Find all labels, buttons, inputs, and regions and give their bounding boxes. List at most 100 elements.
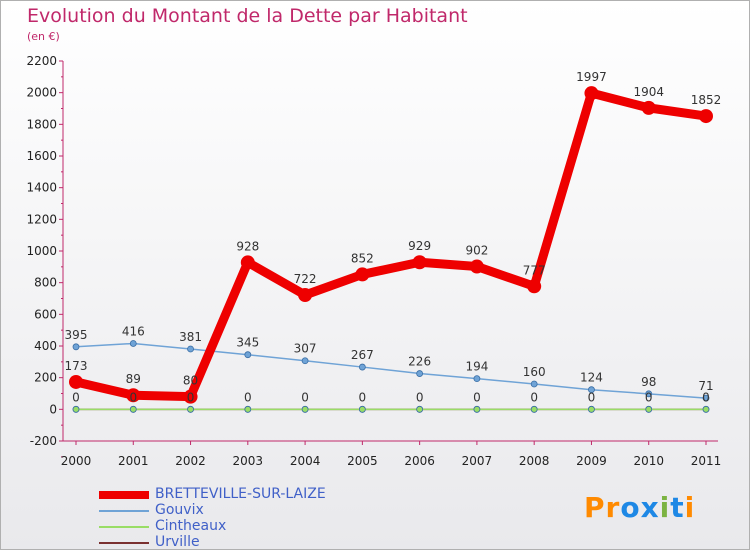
data-point bbox=[645, 405, 653, 413]
x-tick-label: 2002 bbox=[175, 454, 206, 468]
x-tick-label: 2006 bbox=[404, 454, 435, 468]
x-tick-label: 2008 bbox=[519, 454, 550, 468]
x-tick-label: 2003 bbox=[233, 454, 264, 468]
data-label: 345 bbox=[236, 336, 259, 350]
data-point bbox=[187, 345, 194, 353]
data-point bbox=[530, 405, 538, 413]
data-point bbox=[126, 388, 141, 403]
data-label: 1852 bbox=[691, 93, 722, 107]
y-tick-label: 1200 bbox=[26, 212, 57, 226]
data-label: 0 bbox=[301, 390, 309, 404]
y-tick-label: 600 bbox=[34, 307, 57, 321]
data-label: 89 bbox=[126, 372, 141, 386]
logo-letter: x bbox=[640, 491, 660, 524]
data-point bbox=[645, 390, 653, 398]
series-line-gouvix bbox=[75, 342, 707, 399]
data-label: 852 bbox=[351, 251, 374, 265]
data-point bbox=[702, 405, 710, 413]
data-point bbox=[469, 259, 484, 274]
data-point bbox=[641, 100, 656, 115]
data-label: 777 bbox=[523, 263, 546, 277]
data-label: 0 bbox=[359, 390, 367, 404]
legend-label: BRETTEVILLE-SUR-LAIZE bbox=[155, 486, 326, 502]
data-point bbox=[530, 380, 538, 388]
chart-subtitle: (en €) bbox=[27, 30, 60, 43]
data-point bbox=[183, 389, 198, 404]
data-point bbox=[129, 340, 137, 347]
y-tick-label: -200 bbox=[30, 434, 57, 448]
data-point bbox=[699, 109, 713, 124]
data-label: 0 bbox=[530, 390, 538, 404]
data-point bbox=[527, 279, 542, 294]
series-line-bretteville-sur-laize bbox=[71, 88, 711, 402]
data-label: 0 bbox=[72, 390, 80, 404]
logo-letter: o bbox=[620, 491, 641, 524]
data-label: 98 bbox=[641, 375, 656, 389]
y-tick-label: 1400 bbox=[26, 181, 57, 195]
data-label: 1997 bbox=[576, 70, 607, 84]
data-point bbox=[72, 343, 80, 351]
data-point bbox=[473, 405, 481, 413]
data-point bbox=[72, 405, 80, 413]
x-tick-label: 2010 bbox=[633, 454, 664, 468]
y-tick-label: 2200 bbox=[26, 54, 57, 68]
x-tick-label: 2005 bbox=[347, 454, 378, 468]
y-tick-label: 400 bbox=[34, 339, 57, 353]
data-point bbox=[702, 394, 710, 402]
data-label: 226 bbox=[408, 355, 431, 369]
logo-letter: t bbox=[670, 491, 685, 524]
data-point bbox=[69, 374, 83, 389]
legend-swatch bbox=[99, 526, 149, 528]
logo-letter: i bbox=[659, 491, 671, 524]
data-point bbox=[358, 363, 366, 371]
logo-letter: P bbox=[584, 491, 606, 524]
y-tick-label: 1800 bbox=[26, 117, 57, 131]
data-point bbox=[416, 405, 424, 413]
legend-label: Urville bbox=[155, 534, 200, 550]
proxiti-logo: Proxiti bbox=[584, 491, 695, 524]
data-point bbox=[412, 255, 427, 270]
data-label: 0 bbox=[588, 390, 596, 404]
data-label: 722 bbox=[294, 272, 317, 286]
legend-swatch bbox=[99, 510, 149, 512]
x-tick-label: 2011 bbox=[691, 454, 722, 468]
legend-swatch bbox=[99, 542, 149, 544]
data-point bbox=[187, 405, 194, 413]
data-point bbox=[355, 267, 370, 282]
y-tick-label: 2000 bbox=[26, 86, 57, 100]
x-tick-label: 2007 bbox=[462, 454, 493, 468]
data-label: 902 bbox=[465, 244, 488, 258]
data-point bbox=[301, 405, 309, 413]
data-label: 194 bbox=[465, 360, 488, 374]
data-point bbox=[588, 386, 595, 394]
data-point bbox=[473, 375, 481, 383]
data-label: 1904 bbox=[633, 85, 664, 99]
data-label: 0 bbox=[702, 390, 710, 404]
data-label: 929 bbox=[408, 239, 431, 253]
logo-letter: r bbox=[605, 491, 621, 524]
data-label: 0 bbox=[473, 390, 481, 404]
data-label: 307 bbox=[294, 342, 317, 356]
data-label: 381 bbox=[179, 330, 202, 344]
data-label: 395 bbox=[65, 328, 88, 342]
data-label: 0 bbox=[645, 390, 653, 404]
y-tick-label: 1000 bbox=[26, 244, 57, 258]
legend-label: Gouvix bbox=[155, 502, 204, 518]
chart-title: Evolution du Montant de la Dette par Hab… bbox=[27, 5, 468, 27]
data-point bbox=[244, 405, 252, 413]
data-label: 124 bbox=[580, 371, 603, 385]
data-point bbox=[244, 351, 252, 359]
y-tick-label: 800 bbox=[34, 276, 57, 290]
x-tick-label: 2009 bbox=[576, 454, 607, 468]
logo-letter: i bbox=[684, 491, 696, 524]
legend-swatch bbox=[99, 491, 149, 499]
y-tick-label: 1600 bbox=[26, 149, 57, 163]
data-label: 0 bbox=[244, 390, 252, 404]
data-point bbox=[416, 370, 424, 377]
data-point bbox=[588, 405, 595, 413]
data-label: 0 bbox=[187, 390, 195, 404]
data-label: 160 bbox=[523, 365, 546, 379]
data-point bbox=[301, 357, 309, 365]
